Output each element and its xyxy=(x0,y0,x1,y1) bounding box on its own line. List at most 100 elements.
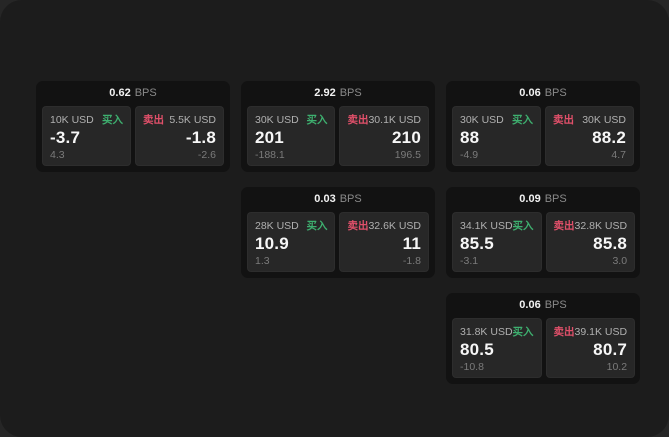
buy-panel[interactable]: 28K USD 买入 10.9 1.3 xyxy=(247,212,336,272)
buy-amount: 34.1K USD xyxy=(460,219,513,232)
buy-label: 买入 xyxy=(512,220,534,232)
bps-unit-label: BPS xyxy=(544,87,567,99)
bps-value: 0.03 xyxy=(314,193,336,205)
sell-amount: 32.6K USD xyxy=(368,219,421,232)
buy-delta: -10.8 xyxy=(460,361,484,373)
bps-unit-label: BPS xyxy=(339,193,362,205)
bps-header: 2.92 BPS xyxy=(241,81,435,106)
buy-amount: 10K USD xyxy=(50,113,94,126)
sell-panel-header: 卖出 5.5K USD xyxy=(143,112,216,127)
sell-delta: -1.8 xyxy=(402,255,421,267)
bps-value: 0.06 xyxy=(519,87,541,99)
sell-panel[interactable]: 卖出 5.5K USD -1.8 -2.6 xyxy=(135,106,224,166)
sell-delta: 196.5 xyxy=(394,149,421,161)
quote-card: 0.62 BPS 10K USD 买入 -3.7 4.3 卖出 5.5K USD… xyxy=(36,81,230,172)
buy-panel-header: 31.8K USD 买入 xyxy=(460,324,534,339)
buy-price: 201 xyxy=(255,128,284,147)
quote-panels: 30K USD 买入 88 -4.9 卖出 30K USD 88.2 4.7 xyxy=(446,106,640,166)
sell-panel-header: 卖出 32.6K USD xyxy=(347,218,421,233)
buy-price: 88 xyxy=(460,128,480,147)
sell-price: 11 xyxy=(402,234,421,253)
sell-panel[interactable]: 卖出 39.1K USD 80.7 10.2 xyxy=(545,318,636,378)
buy-label: 买入 xyxy=(102,114,123,126)
bps-header: 0.03 BPS xyxy=(241,187,435,212)
buy-delta: 1.3 xyxy=(255,255,270,267)
quote-panels: 34.1K USD 买入 85.5 -3.1 卖出 32.8K USD 85.8… xyxy=(446,212,640,272)
buy-label: 买入 xyxy=(306,114,328,126)
sell-delta: 10.2 xyxy=(606,361,628,373)
sell-delta: 4.7 xyxy=(611,149,626,161)
sell-label: 卖出 xyxy=(553,326,575,338)
sell-label: 卖出 xyxy=(347,220,369,232)
sell-delta: 3.0 xyxy=(612,255,628,267)
buy-panel[interactable]: 10K USD 买入 -3.7 4.3 xyxy=(42,106,131,166)
sell-amount: 5.5K USD xyxy=(169,113,216,126)
sell-panel[interactable]: 卖出 32.8K USD 85.8 3.0 xyxy=(545,212,636,272)
buy-panel[interactable]: 30K USD 买入 88 -4.9 xyxy=(452,106,541,166)
quote-panels: 10K USD 买入 -3.7 4.3 卖出 5.5K USD -1.8 -2.… xyxy=(36,106,230,166)
buy-price: 80.5 xyxy=(460,340,494,359)
bps-unit-label: BPS xyxy=(544,193,567,205)
bps-header: 0.62 BPS xyxy=(36,81,230,106)
sell-price: 88.2 xyxy=(592,128,626,147)
buy-amount: 30K USD xyxy=(460,113,504,126)
bps-unit-label: BPS xyxy=(544,299,567,311)
quote-panels: 31.8K USD 买入 80.5 -10.8 卖出 39.1K USD 80.… xyxy=(446,318,640,378)
sell-amount: 39.1K USD xyxy=(574,325,628,338)
quote-card: 0.06 BPS 31.8K USD 买入 80.5 -10.8 卖出 39.1… xyxy=(446,293,640,384)
sell-panel[interactable]: 卖出 32.6K USD 11 -1.8 xyxy=(339,212,429,272)
buy-delta: -188.1 xyxy=(255,149,285,161)
sell-panel-header: 卖出 30.1K USD xyxy=(347,112,421,127)
buy-delta: -4.9 xyxy=(460,149,479,161)
sell-amount: 30K USD xyxy=(582,113,626,126)
quote-card: 2.92 BPS 30K USD 买入 201 -188.1 卖出 30.1K … xyxy=(241,81,435,172)
buy-delta: 4.3 xyxy=(50,149,65,161)
sell-label: 卖出 xyxy=(553,220,575,232)
sell-label: 卖出 xyxy=(143,114,164,126)
sell-panel[interactable]: 卖出 30K USD 88.2 4.7 xyxy=(545,106,634,166)
quote-card: 0.03 BPS 28K USD 买入 10.9 1.3 卖出 32.6K US… xyxy=(241,187,435,278)
buy-panel[interactable]: 30K USD 买入 201 -188.1 xyxy=(247,106,336,166)
quote-panels: 30K USD 买入 201 -188.1 卖出 30.1K USD 210 1… xyxy=(241,106,435,166)
buy-price: 10.9 xyxy=(255,234,289,253)
bps-header: 0.06 BPS xyxy=(446,293,640,318)
sell-panel-header: 卖出 32.8K USD xyxy=(554,218,628,233)
bps-value: 2.92 xyxy=(314,87,336,99)
sell-amount: 32.8K USD xyxy=(574,219,628,232)
sell-delta: -2.6 xyxy=(197,149,216,161)
buy-price: -3.7 xyxy=(50,128,81,147)
buy-label: 买入 xyxy=(512,114,533,126)
quote-card: 0.09 BPS 34.1K USD 买入 85.5 -3.1 卖出 32.8K… xyxy=(446,187,640,278)
buy-panel[interactable]: 34.1K USD 买入 85.5 -3.1 xyxy=(452,212,542,272)
buy-panel-header: 28K USD 买入 xyxy=(255,218,327,233)
bps-header: 0.09 BPS xyxy=(446,187,640,212)
sell-price: 85.8 xyxy=(593,234,628,253)
buy-label: 买入 xyxy=(306,220,328,232)
buy-price: 85.5 xyxy=(460,234,494,253)
buy-panel-header: 30K USD 买入 xyxy=(460,112,533,127)
buy-amount: 31.8K USD xyxy=(460,325,513,338)
sell-price: 80.7 xyxy=(593,340,628,359)
buy-panel[interactable]: 31.8K USD 买入 80.5 -10.8 xyxy=(452,318,542,378)
quote-panels: 28K USD 买入 10.9 1.3 卖出 32.6K USD 11 -1.8 xyxy=(241,212,435,272)
bps-unit-label: BPS xyxy=(339,87,362,99)
buy-panel-header: 10K USD 买入 xyxy=(50,112,123,127)
sell-price: 210 xyxy=(392,128,421,147)
buy-amount: 30K USD xyxy=(255,113,299,126)
sell-amount: 30.1K USD xyxy=(368,113,421,126)
bps-header: 0.06 BPS xyxy=(446,81,640,106)
sell-panel-header: 卖出 30K USD xyxy=(553,112,626,127)
sell-panel-header: 卖出 39.1K USD xyxy=(554,324,628,339)
buy-amount: 28K USD xyxy=(255,219,299,232)
sell-panel[interactable]: 卖出 30.1K USD 210 196.5 xyxy=(339,106,429,166)
bps-value: 0.62 xyxy=(109,87,131,99)
buy-label: 买入 xyxy=(512,326,534,338)
buy-panel-header: 30K USD 买入 xyxy=(255,112,327,127)
buy-delta: -3.1 xyxy=(460,255,479,267)
sell-label: 卖出 xyxy=(347,114,369,126)
sell-label: 卖出 xyxy=(553,114,574,126)
bps-value: 0.09 xyxy=(519,193,541,205)
quote-card: 0.06 BPS 30K USD 买入 88 -4.9 卖出 30K USD 8… xyxy=(446,81,640,172)
buy-panel-header: 34.1K USD 买入 xyxy=(460,218,534,233)
